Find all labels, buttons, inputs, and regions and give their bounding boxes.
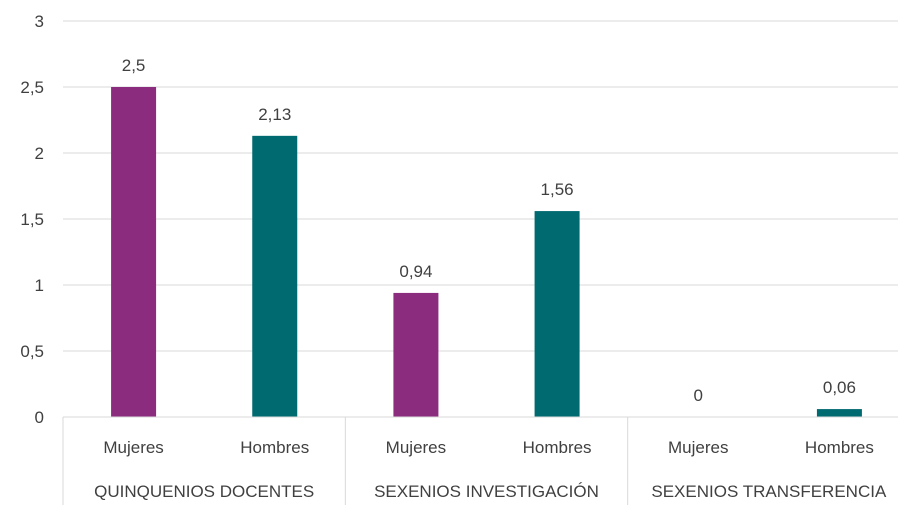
gridlines: [63, 20, 898, 352]
bar-2-hombres: [534, 211, 580, 417]
y-tick-label: 2,5: [20, 78, 44, 97]
y-tick-label: 1: [35, 276, 44, 295]
bar-1-mujeres: [111, 87, 157, 417]
bar-1-hombres: [252, 135, 298, 417]
x-group-label: SEXENIOS TRANSFERENCIA: [651, 482, 887, 501]
data-label: 0,94: [399, 262, 432, 281]
data-label: 2,13: [258, 105, 291, 124]
x-category-label: Mujeres: [103, 438, 163, 457]
x-group-label: SEXENIOS INVESTIGACIÓN: [374, 482, 599, 501]
data-label: 1,56: [541, 180, 574, 199]
x-category-label: Hombres: [523, 438, 592, 457]
x-category-label: Mujeres: [386, 438, 446, 457]
y-tick-label: 2: [35, 144, 44, 163]
x-category-label: Hombres: [805, 438, 874, 457]
data-labels: 2,5 2,13 0,94 1,56 0 0,06: [122, 56, 856, 405]
x-group-label: QUINQUENIOS DOCENTES: [94, 482, 314, 501]
bar-3-hombres: [816, 409, 862, 417]
y-axis-tick-labels: 0 0,5 1 1,5 2 2,5 3: [20, 12, 44, 427]
x-axis: Mujeres Hombres QUINQUENIOS DOCENTES Mujere…: [62, 416, 898, 505]
y-tick-label: 0,5: [20, 342, 44, 361]
x-category-label: Hombres: [240, 438, 309, 457]
bars: [111, 87, 862, 417]
data-label: 0: [694, 386, 703, 405]
data-label: 0,06: [823, 378, 856, 397]
y-tick-label: 1,5: [20, 210, 44, 229]
y-tick-label: 0: [35, 408, 44, 427]
data-label: 2,5: [122, 56, 146, 75]
y-tick-label: 3: [35, 12, 44, 31]
x-category-label: Mujeres: [668, 438, 728, 457]
bar-2-mujeres: [393, 292, 439, 417]
